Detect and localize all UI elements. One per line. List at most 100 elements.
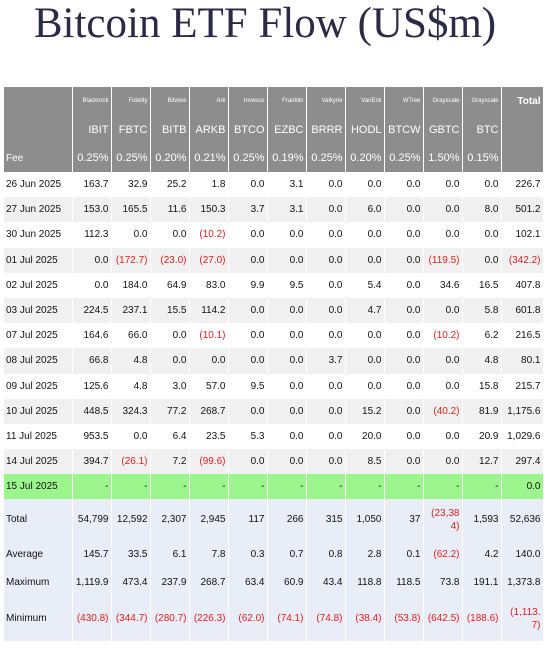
flow-value: 0.0	[267, 373, 307, 399]
flow-row: 09 Jul 2025 125.6 4.8 3.0 57.0 9.5 0.0 0.0 0.0 0.…	[4, 373, 544, 399]
flow-value: 0.0	[267, 423, 307, 450]
flow-value: (342.2)	[501, 247, 544, 273]
summary-value: 0.7	[267, 540, 307, 570]
flow-value: 1,029.6	[501, 423, 544, 450]
date: 10 Jul 2025	[4, 398, 73, 424]
flow-value: -	[72, 474, 112, 500]
ticker: BTCW	[384, 116, 424, 144]
fee: 0.25%	[306, 144, 346, 172]
flow-value: 4.8	[111, 348, 151, 374]
flow-value: 268.7	[189, 398, 229, 424]
flow-row: 14 Jul 2025 394.7 (26.1) 7.2 (99.6) 0.0 0.0 0.0…	[4, 449, 544, 475]
ticker: IBIT	[72, 116, 112, 144]
flow-value: 0.0	[189, 348, 229, 374]
flow-value: 8.0	[462, 197, 502, 223]
date: 11 Jul 2025	[4, 423, 73, 450]
flow-value: 0.0	[111, 423, 151, 450]
flow-value: 0.0	[384, 348, 424, 374]
flow-row: 03 Jul 2025 224.5 237.1 15.5 114.2 0.0 0.0 0.0 4…	[4, 297, 544, 324]
date: 02 Jul 2025	[4, 272, 73, 298]
issuer: Fidelity	[111, 87, 151, 116]
etf-flow-table: Blackrock Fidelity Bitwise Ark Invesco Frankl…	[4, 87, 544, 642]
summary-value: 0.1	[384, 540, 424, 570]
flow-value: 163.7	[72, 172, 112, 198]
flow-value: (99.6)	[189, 449, 229, 475]
flow-value: (119.5)	[423, 247, 463, 273]
flow-value: 0.0	[306, 323, 346, 349]
fee: 0.20%	[345, 144, 385, 172]
flow-value: (26.1)	[111, 449, 151, 475]
flow-value: -	[462, 474, 502, 500]
flow-value: 83.0	[189, 272, 229, 298]
summary-row: Maximum 1,119.9 473.4 237.9 268.7 63.4 60.9 43.…	[4, 569, 544, 597]
summary-value: 63.4	[228, 569, 268, 597]
blank-cell	[4, 87, 73, 116]
flow-value: -	[228, 474, 268, 500]
flow-value: 0.0	[228, 222, 268, 248]
flow-row: 08 Jul 2025 66.8 4.8 0.0 0.0 0.0 0.0 3.7 0.0 0.0 0…	[4, 348, 544, 374]
flow-value: 0.0	[306, 172, 346, 198]
summary-value: 54,799	[72, 499, 112, 541]
issuer: Invesco	[228, 87, 268, 116]
flow-value: 0.0	[267, 222, 307, 248]
ticker: BRRR	[306, 116, 346, 144]
flow-value: 0.0	[306, 398, 346, 424]
summary-value: 2.8	[345, 540, 385, 570]
flow-row: 26 Jun 2025 163.7 32.9 25.2 1.8 0.0 3.1 0.0 0.0 0…	[4, 172, 544, 198]
flow-value: 6.0	[345, 197, 385, 223]
fee: 0.20%	[150, 144, 190, 172]
flow-value: 0.0	[306, 247, 346, 273]
flow-value: 4.8	[462, 348, 502, 374]
flow-value: 153.0	[72, 197, 112, 223]
flow-value: 0.0	[267, 348, 307, 374]
flow-value: 0.0	[345, 172, 385, 198]
fee-row: Fee 0.25% 0.25% 0.20% 0.21% 0.25% 0.19% 0.25% 0.…	[4, 144, 544, 172]
issuer: Ark	[189, 87, 229, 116]
flow-value: -	[384, 474, 424, 500]
flow-value: 0.0	[501, 474, 544, 500]
summary-value: (642.5)	[423, 596, 463, 642]
flow-value: (27.0)	[189, 247, 229, 273]
flow-value: 0.0	[345, 348, 385, 374]
title: Bitcoin ETF Flow (US$m)	[33, 0, 497, 47]
flow-row: 11 Jul 2025 953.5 0.0 6.4 23.5 5.3 0.0 0.0 20.0 0…	[4, 423, 544, 450]
flow-value: 0.0	[150, 222, 190, 248]
flow-value: 0.0	[384, 247, 424, 273]
fee: 0.25%	[72, 144, 112, 172]
flow-value: -	[267, 474, 307, 500]
flow-value: -	[345, 474, 385, 500]
flow-value: 0.0	[228, 398, 268, 424]
issuer: Blackrock	[72, 87, 112, 116]
flow-value: 6.4	[150, 423, 190, 450]
flow-value: 0.0	[228, 172, 268, 198]
ticker: GBTC	[423, 116, 463, 144]
flow-value: 77.2	[150, 398, 190, 424]
summary-value: 12,592	[111, 499, 151, 541]
summary-value: 117	[228, 499, 268, 541]
fee: 0.19%	[267, 144, 307, 172]
flow-value: 25.2	[150, 172, 190, 198]
flow-value: 0.0	[423, 297, 463, 324]
date: 03 Jul 2025	[4, 297, 73, 324]
summary-value: 1,373.8	[501, 569, 544, 597]
flow-value: 0.0	[228, 323, 268, 349]
flow-value: -	[150, 474, 190, 500]
flow-value: 0.0	[267, 323, 307, 349]
flow-value: (23.0)	[150, 247, 190, 273]
summary-value: 6.1	[150, 540, 190, 570]
summary-row: Total 54,799 12,592 2,307 2,945 117 266 315 1,05…	[4, 499, 544, 541]
flow-value: 0.0	[306, 197, 346, 223]
flow-value: 0.0	[384, 297, 424, 324]
summary-value: (62.2)	[423, 540, 463, 570]
summary-value: 1,119.9	[72, 569, 112, 597]
flow-value: 0.0	[384, 197, 424, 223]
summary-value: 473.4	[111, 569, 151, 597]
summary-value: (344.7)	[111, 596, 151, 642]
summary-label: Maximum	[4, 569, 73, 597]
flow-value: 0.0	[423, 373, 463, 399]
flow-value: 0.0	[462, 222, 502, 248]
flow-value: 0.0	[384, 272, 424, 298]
flow-value: 81.9	[462, 398, 502, 424]
date: 27 Jun 2025	[4, 197, 73, 223]
